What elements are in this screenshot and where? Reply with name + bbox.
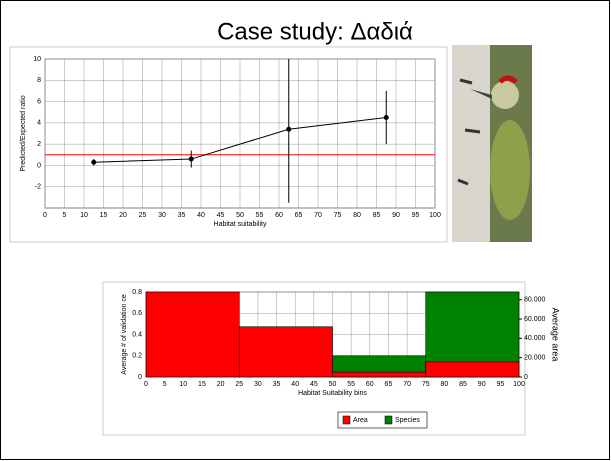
- x-tick-label: 40: [291, 381, 299, 388]
- y2-axis-label: Average area: [551, 308, 561, 362]
- x-tick-label: 80: [353, 212, 361, 219]
- y-tick-label: 0.8: [132, 289, 142, 296]
- x-tick-label: 95: [496, 381, 504, 388]
- x-tick-label: 0: [144, 381, 148, 388]
- bar: [425, 361, 520, 378]
- data-point: [91, 159, 97, 165]
- x-tick-label: 35: [178, 212, 186, 219]
- data-point: [383, 115, 389, 121]
- x-tick-label: 20: [217, 381, 225, 388]
- y2-tick-label: 60.000: [524, 316, 546, 323]
- y-tick-label: 0.6: [132, 310, 142, 317]
- x-tick-label: 95: [412, 212, 420, 219]
- x-tick-label: 0: [43, 212, 47, 219]
- y-axis-label: Average # of validation ce: [121, 294, 128, 375]
- x-tick-label: 100: [429, 212, 441, 219]
- x-tick-label: 80: [441, 381, 449, 388]
- bar: [238, 326, 333, 378]
- y2-tick-label: 0: [524, 374, 528, 381]
- x-tick-label: 15: [198, 381, 206, 388]
- x-tick-label: 50: [236, 212, 244, 219]
- x-tick-label: 30: [254, 381, 262, 388]
- legend-swatch: [342, 415, 351, 425]
- y-tick-label: 10: [33, 56, 41, 63]
- x-tick-label: 65: [295, 212, 303, 219]
- x-tick-label: 10: [80, 212, 88, 219]
- legend-box: [337, 411, 428, 429]
- x-tick-label: 60: [366, 381, 374, 388]
- x-tick-label: 90: [392, 212, 400, 219]
- bar: [145, 291, 240, 378]
- x-tick-label: 55: [347, 381, 355, 388]
- x-tick-label: 5: [63, 212, 67, 219]
- x-tick-label: 30: [158, 212, 166, 219]
- legend-swatch: [384, 415, 393, 425]
- x-tick-label: 100: [513, 381, 525, 388]
- y-tick-label: 0.4: [132, 331, 142, 338]
- x-tick-label: 25: [235, 381, 243, 388]
- y-tick-label: 4: [37, 120, 41, 127]
- y2-tick-label: 40.000: [524, 335, 546, 342]
- legend-label: Species: [395, 417, 420, 424]
- x-tick-label: 40: [197, 212, 205, 219]
- x-tick-label: 85: [459, 381, 467, 388]
- x-tick-label: 85: [373, 212, 381, 219]
- y2-tick-label: 20.000: [524, 355, 546, 362]
- x-tick-label: 75: [334, 212, 342, 219]
- y2-tick-label: 80.000: [524, 297, 546, 304]
- x-tick-label: 20: [119, 212, 127, 219]
- bar: [332, 371, 427, 378]
- x-tick-label: 90: [478, 381, 486, 388]
- x-tick-label: 50: [329, 381, 337, 388]
- y-tick-label: 6: [37, 98, 41, 105]
- y-tick-label: -2: [35, 184, 41, 191]
- y-tick-label: 0.2: [132, 353, 142, 360]
- x-tick-label: 70: [314, 212, 322, 219]
- slide-title: Case study: Δαδιά: [217, 18, 413, 45]
- legend-label: Area: [353, 417, 368, 424]
- y-tick-label: 0: [138, 374, 142, 381]
- x-tick-label: 75: [422, 381, 430, 388]
- y-tick-label: 0: [37, 162, 41, 169]
- x-tick-label: 25: [139, 212, 147, 219]
- x-tick-label: 10: [179, 381, 187, 388]
- x-axis-label: Habitat Suitability bins: [298, 390, 367, 397]
- x-axis-label: Habitat suitability: [214, 221, 267, 228]
- data-line: [93, 117, 387, 163]
- y-axis-label: Predicted/Expected ratio: [20, 95, 27, 171]
- x-tick-label: 45: [217, 212, 225, 219]
- data-point: [188, 156, 194, 162]
- x-tick-label: 35: [273, 381, 281, 388]
- x-tick-label: 60: [275, 212, 283, 219]
- y-tick-label: 2: [37, 141, 41, 148]
- photo: [452, 45, 532, 242]
- x-tick-label: 65: [385, 381, 393, 388]
- x-tick-label: 45: [310, 381, 318, 388]
- data-point: [286, 126, 292, 132]
- y-tick-label: 8: [37, 77, 41, 84]
- x-tick-label: 15: [100, 212, 108, 219]
- x-tick-label: 70: [403, 381, 411, 388]
- x-tick-label: 55: [256, 212, 264, 219]
- x-tick-label: 5: [163, 381, 167, 388]
